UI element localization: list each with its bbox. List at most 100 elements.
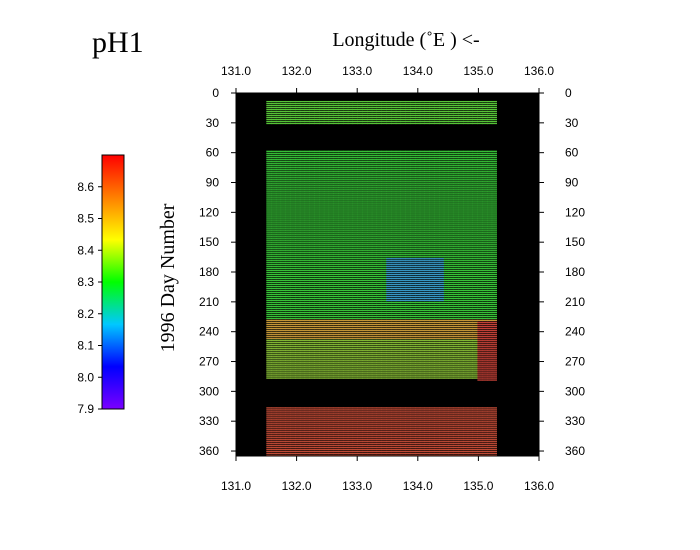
heatmap-cell <box>429 104 435 107</box>
heatmap-cell <box>376 256 382 258</box>
heatmap-cell <box>323 168 330 170</box>
heatmap-cell <box>304 180 310 182</box>
heatmap-cell <box>347 110 354 113</box>
heatmap-cell <box>371 325 378 328</box>
heatmap-cell <box>381 319 387 322</box>
heatmap-cell <box>367 317 373 320</box>
heatmap-cell <box>434 174 440 176</box>
heatmap-cell <box>448 202 454 204</box>
heatmap-cell <box>434 196 440 198</box>
heatmap-cell <box>453 274 459 276</box>
heatmap-cell <box>419 291 426 294</box>
heatmap-cell <box>323 264 330 266</box>
heatmap-cell <box>309 180 315 182</box>
heatmap-cell <box>338 297 344 300</box>
heatmap-cell <box>482 234 488 236</box>
heatmap-cell <box>314 150 320 152</box>
heatmap-cell <box>290 323 296 326</box>
heatmap-cell <box>410 104 416 107</box>
heatmap-cell <box>376 311 382 314</box>
heatmap-cell <box>439 180 445 182</box>
heatmap-cell <box>419 307 426 310</box>
heatmap-cell <box>338 154 344 156</box>
heatmap-cell <box>280 200 286 202</box>
heatmap-cell <box>443 303 450 306</box>
heatmap-cell <box>319 289 325 292</box>
heatmap-cell <box>443 319 450 322</box>
heatmap-cell <box>304 182 310 184</box>
heatmap-cell <box>285 315 291 318</box>
heatmap-cell <box>338 172 344 174</box>
heatmap-cell <box>477 301 483 304</box>
heatmap-cell <box>295 250 301 252</box>
heatmap-cell <box>381 114 387 117</box>
heatmap-cell <box>462 178 469 180</box>
heatmap-cell <box>338 315 344 318</box>
heatmap-cell <box>347 208 354 210</box>
heatmap-cell <box>415 218 421 220</box>
heatmap-cell <box>395 317 402 320</box>
heatmap-cell <box>429 154 435 156</box>
heatmap-cell <box>314 168 320 170</box>
heatmap-cell <box>343 315 349 318</box>
heatmap-cell <box>429 287 435 290</box>
heatmap-cell <box>357 186 363 188</box>
heatmap-cell <box>362 317 368 320</box>
heatmap-cell <box>491 293 497 296</box>
heatmap-cell <box>376 100 382 103</box>
heatmap-cell <box>275 317 282 320</box>
heatmap-cell <box>367 220 373 222</box>
heatmap-cell <box>376 158 382 160</box>
heatmap-cell <box>347 317 354 320</box>
heatmap-cell <box>309 295 315 298</box>
heatmap-cell <box>333 156 339 158</box>
heatmap-cell <box>333 206 339 208</box>
heatmap-cell <box>448 186 454 188</box>
heatmap-cell <box>328 228 334 230</box>
heatmap-cell <box>343 313 349 316</box>
heatmap-cell <box>295 214 301 216</box>
colorbar-tick-label: 8.6 <box>77 180 94 194</box>
heatmap-cell <box>295 329 301 331</box>
heatmap-cell <box>319 313 325 316</box>
heatmap-cell <box>405 168 411 170</box>
heatmap-cell <box>467 220 473 222</box>
heatmap-cell <box>405 184 411 186</box>
heatmap-cell <box>391 208 397 210</box>
heatmap-cell <box>405 222 411 224</box>
heatmap-cell <box>381 204 387 206</box>
heatmap-cell <box>405 254 411 256</box>
heatmap-cell <box>367 178 373 180</box>
heatmap-cell <box>362 190 368 192</box>
heatmap-cell <box>424 244 430 246</box>
heatmap-cell <box>415 188 421 190</box>
heatmap-cell <box>295 262 301 264</box>
heatmap-cell <box>376 297 382 300</box>
heatmap-cell <box>443 180 450 182</box>
heatmap-cell <box>328 152 334 154</box>
heatmap-cell <box>352 297 358 300</box>
heatmap-cell <box>400 156 406 158</box>
heatmap-cell <box>319 230 325 232</box>
heatmap-cell <box>395 174 402 176</box>
heatmap-cell <box>448 194 454 196</box>
heatmap-cell <box>448 305 454 308</box>
heatmap-cell <box>280 248 286 250</box>
heatmap-cell <box>381 248 387 250</box>
heatmap-cell <box>323 260 330 262</box>
heatmap-cell <box>439 232 445 234</box>
heatmap-cell <box>486 162 493 164</box>
heatmap-cell <box>347 164 354 166</box>
heatmap-cell <box>362 279 368 282</box>
heatmap-cell <box>367 210 373 212</box>
heatmap-cell <box>285 256 291 258</box>
heatmap-cell <box>472 299 478 302</box>
heatmap-cell <box>448 198 454 200</box>
heatmap-cell <box>333 228 339 230</box>
heatmap-cell <box>357 162 363 164</box>
heatmap-cell <box>357 256 363 258</box>
heatmap-cell <box>395 240 402 242</box>
heatmap-cell <box>434 122 440 125</box>
heatmap-cell <box>386 252 392 254</box>
heatmap-cell <box>309 172 315 174</box>
